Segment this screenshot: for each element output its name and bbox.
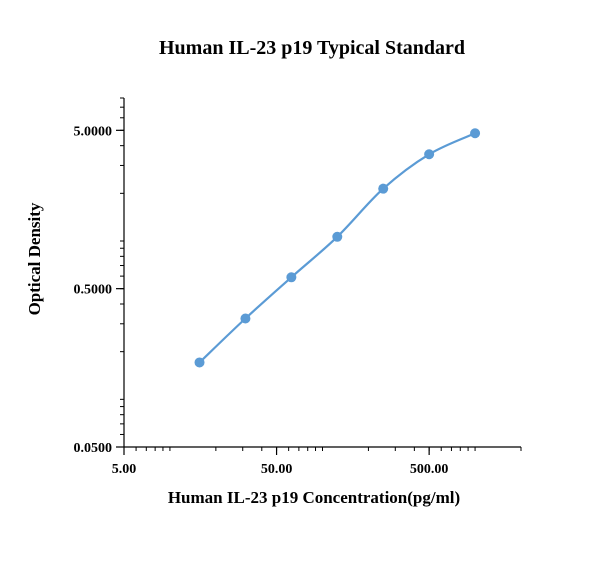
data-point [378, 183, 389, 194]
x-axis-label: Human IL-23 p19 Concentration(pg/ml) [168, 488, 460, 507]
plot-area: 5.00 50.00 500.00 0.0500 0.5000 5.0000 [74, 97, 522, 477]
data-point [332, 231, 343, 242]
y-axis-label: Optical Density [25, 202, 44, 315]
y-tick-label: 0.0500 [74, 441, 113, 456]
y-tick-label: 5.0000 [74, 124, 113, 139]
x-tick-label: 500.00 [410, 462, 449, 477]
data-point [470, 128, 481, 139]
data-point [194, 357, 205, 368]
data-point [240, 313, 251, 324]
chart-title: Human IL-23 p19 Typical Standard [159, 37, 465, 59]
data-point [286, 272, 297, 283]
x-tick-label: 5.00 [112, 462, 137, 477]
data-point [424, 149, 435, 160]
x-tick-label: 50.00 [261, 462, 293, 477]
y-tick-label: 0.5000 [74, 283, 113, 298]
series-line [198, 132, 476, 364]
